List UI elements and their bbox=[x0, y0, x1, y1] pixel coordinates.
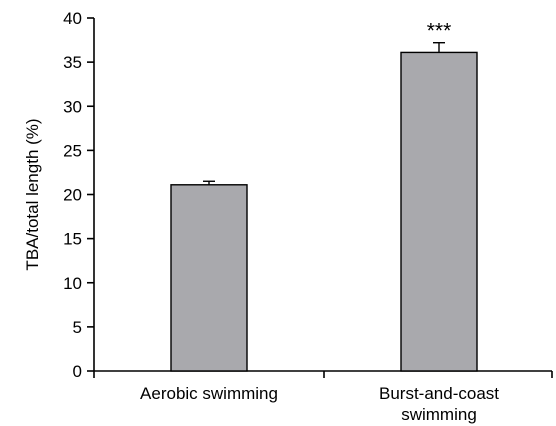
labels: 0 5 10 15 20 25 30 35 40 Aerobic swimming *** Burst… bbox=[23, 9, 499, 424]
y-tick-label: 0 bbox=[73, 362, 82, 381]
y-tick-label: 30 bbox=[63, 97, 82, 116]
bars bbox=[170, 42, 478, 372]
y-tick-label: 5 bbox=[73, 318, 82, 337]
y-tick-label: 15 bbox=[63, 230, 82, 249]
y-tick-label: 25 bbox=[63, 141, 82, 160]
x-category-label: swimming bbox=[401, 405, 477, 424]
x-category-label: Aerobic swimming bbox=[140, 384, 278, 403]
y-tick-label: 40 bbox=[63, 9, 82, 28]
y-axis-title: TBA/total length (%) bbox=[23, 118, 42, 270]
bar bbox=[170, 184, 248, 372]
y-tick-label: 20 bbox=[63, 186, 82, 205]
x-category-label: Burst-and-coast bbox=[379, 384, 499, 403]
y-tick-label: 35 bbox=[63, 53, 82, 72]
significance-annotation: *** bbox=[427, 20, 452, 43]
axes bbox=[87, 17, 553, 378]
y-tick-label: 10 bbox=[63, 274, 82, 293]
bar bbox=[400, 51, 478, 372]
